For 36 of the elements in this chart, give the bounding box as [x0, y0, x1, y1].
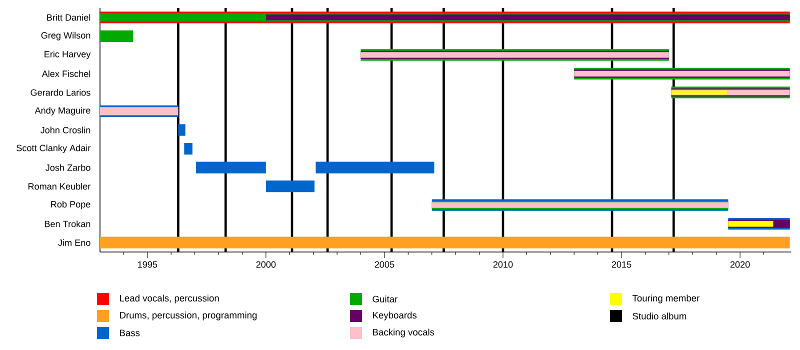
x-tick-label: 2000 — [256, 261, 276, 268]
bar — [728, 220, 774, 227]
legend-label: Touring member — [632, 294, 700, 304]
legend-label: Studio album — [632, 312, 686, 320]
y-tick-label: Josh Zarbo — [46, 164, 90, 171]
y-tick-label: Britt Daniel — [47, 14, 90, 21]
x-tick-label: 1995 — [138, 261, 158, 268]
y-tick-label: Roman Keubler — [28, 182, 91, 190]
legend-label: Backing vocals — [373, 328, 434, 338]
y-tick-label: Andy Maguire — [34, 107, 90, 116]
y-tick-label: Eric Harvey — [44, 50, 91, 60]
legend-label: Keyboards — [373, 312, 417, 320]
bar — [178, 124, 186, 136]
y-tick-label: John Croslin — [40, 126, 90, 134]
bar — [196, 162, 266, 174]
bar — [100, 30, 134, 42]
bar — [184, 142, 192, 155]
x-tick-label: 2020 — [730, 261, 750, 268]
y-tick-label: Scott Clanky Adair — [16, 144, 91, 153]
legend-label: Bass — [120, 330, 140, 336]
x-tick-label: 2010 — [493, 261, 513, 268]
legend-label: Guitar — [372, 296, 398, 302]
bar — [316, 162, 434, 174]
bar — [671, 90, 728, 94]
y-tick-label: Alex Fischel — [42, 70, 90, 78]
y-tick-label: Rob Pope — [51, 200, 90, 210]
legend-label: Drums, percussion, programming — [120, 312, 257, 320]
y-tick-label: Gerardo Larios — [30, 89, 90, 96]
y-tick-label: Ben Trokan — [44, 220, 90, 228]
x-tick-label: 2015 — [612, 261, 632, 268]
bar — [100, 236, 790, 248]
bar — [266, 180, 315, 192]
legend-label: Lead vocals, percussion — [120, 294, 219, 304]
x-tick-label: 2005 — [374, 261, 394, 268]
y-tick-label: Jim Eno — [58, 239, 90, 246]
y-tick-label: Greg Wilson — [41, 32, 90, 40]
